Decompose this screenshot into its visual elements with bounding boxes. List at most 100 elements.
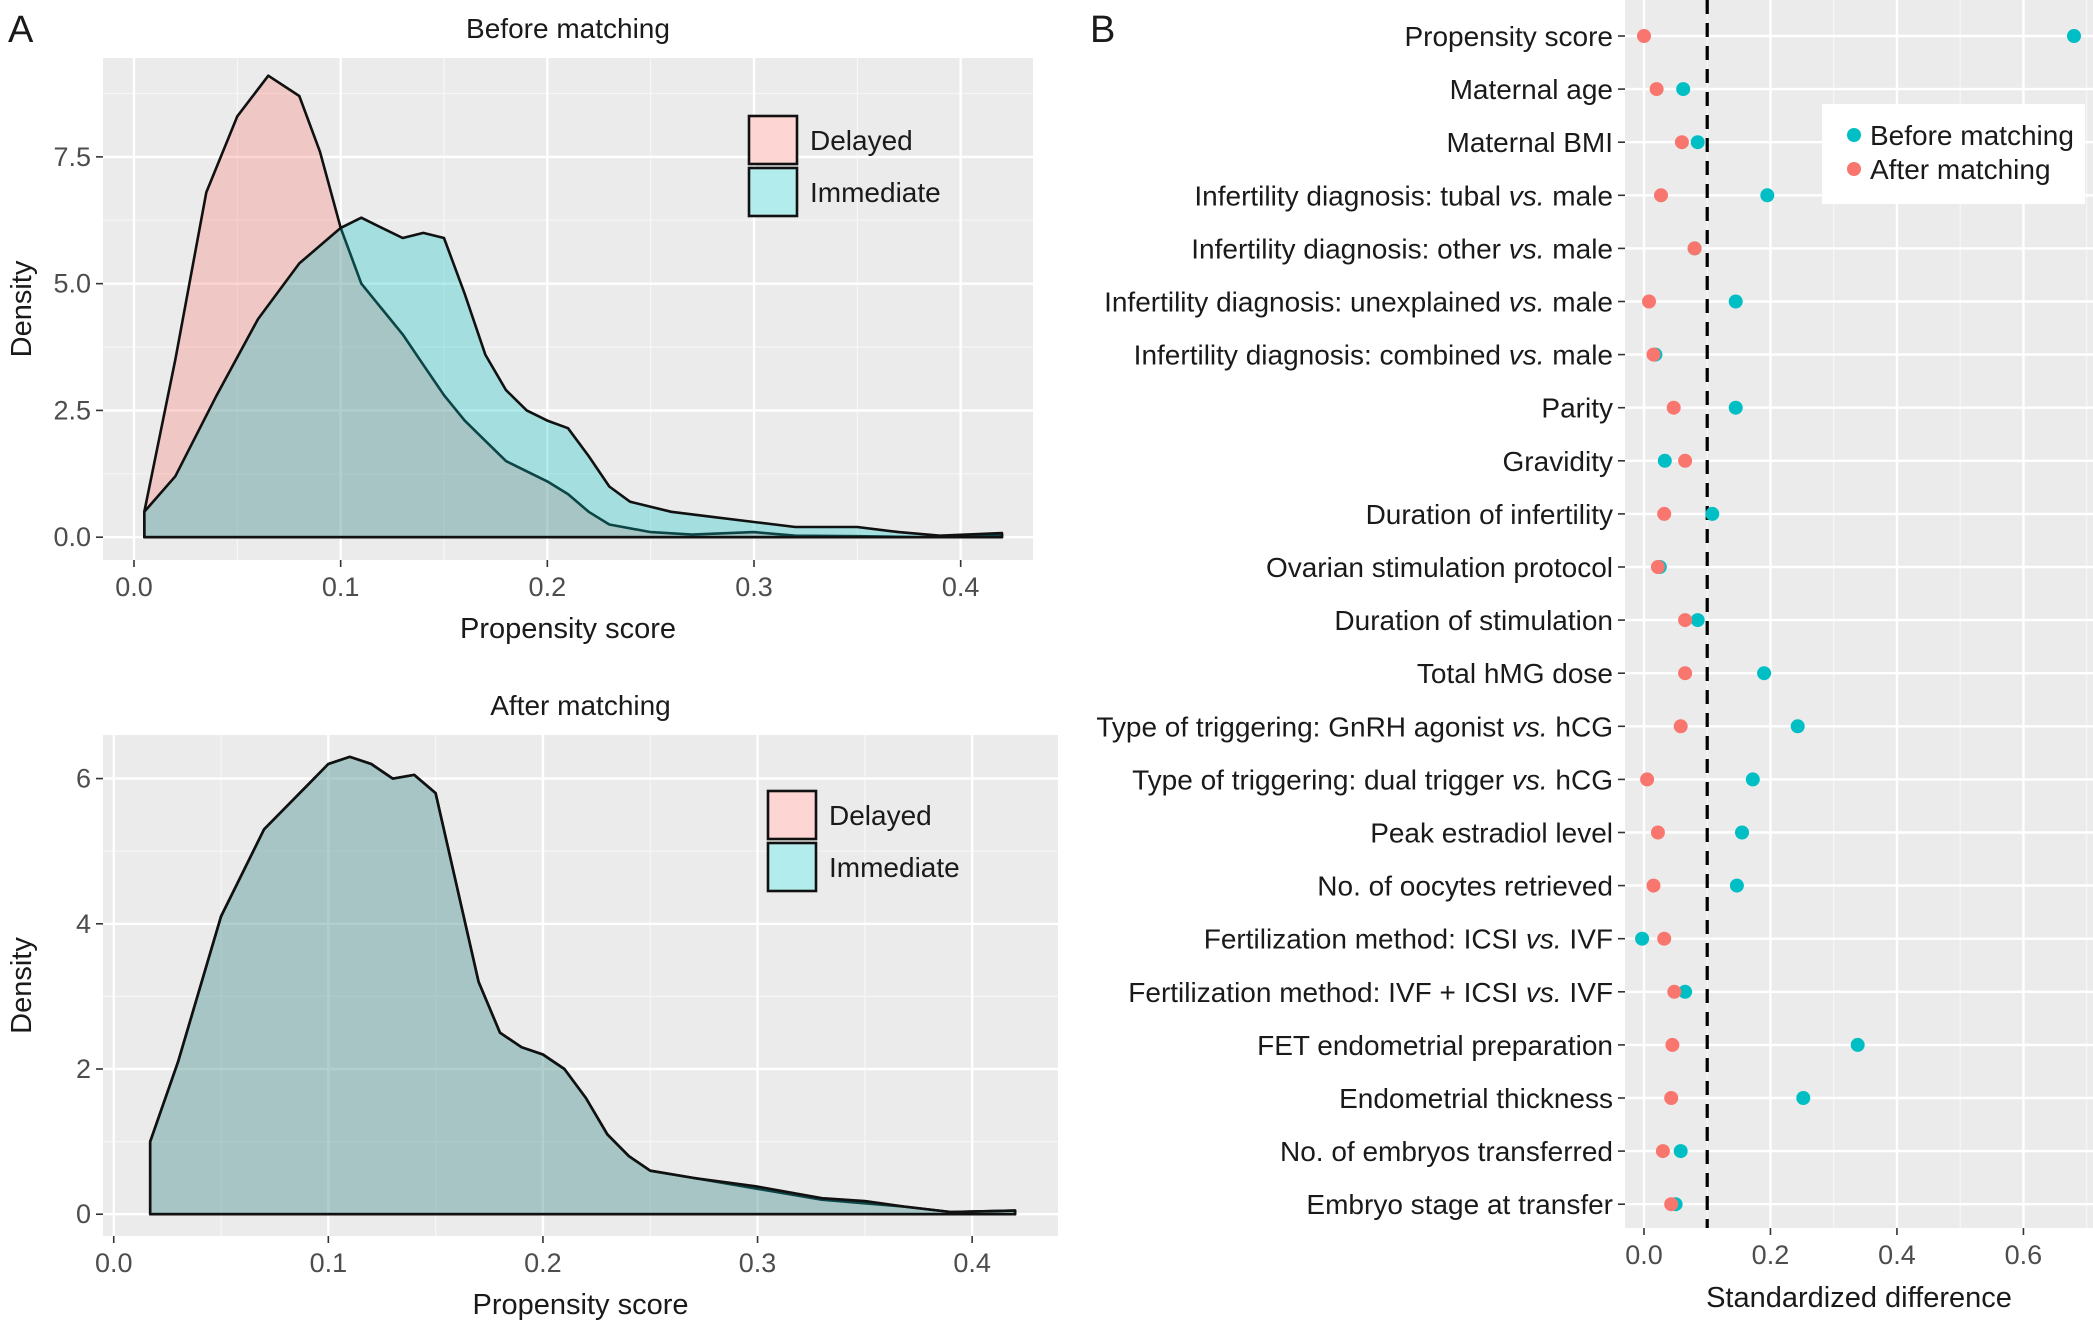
x-tick-label: 0.4 xyxy=(942,572,980,602)
covariate-label-part: vs. xyxy=(1526,977,1562,1008)
panel-letter: B xyxy=(1090,9,1115,51)
covariate-label-part: vs. xyxy=(1509,180,1545,211)
x-tick-label: 0.1 xyxy=(310,1248,348,1278)
covariate-label-part: No. of oocytes retrieved xyxy=(1317,871,1613,902)
covariate-label: Fertilization method: ICSI vs. IVF xyxy=(1204,924,1613,955)
covariate-label-part: Peak estradiol level xyxy=(1370,818,1613,849)
covariate-label-part: Fertilization method: IVF + ICSI xyxy=(1128,977,1526,1008)
legend: Delayed Immediate xyxy=(747,114,941,218)
x-tick-label: 0.0 xyxy=(115,572,153,602)
point-before-matching xyxy=(1745,772,1760,787)
covariate-label-part: vs. xyxy=(1509,287,1545,318)
covariate-label: Ovarian stimulation protocol xyxy=(1266,552,1613,583)
y-tick-label: 2 xyxy=(76,1054,91,1084)
point-after-matching xyxy=(1642,294,1656,309)
covariate-label-part: vs. xyxy=(1512,764,1548,795)
covariate-label: Duration of stimulation xyxy=(1334,605,1613,636)
x-tick-label: 0.2 xyxy=(524,1248,562,1278)
covariate-label-part: Type of triggering: dual trigger xyxy=(1132,764,1512,795)
covariate-label-part: Propensity score xyxy=(1404,21,1613,52)
point-before-matching xyxy=(1673,1144,1688,1159)
x-axis-title: Standardized difference xyxy=(1706,1282,2012,1314)
point-after-matching xyxy=(1678,666,1693,681)
covariate-label-part: hCG xyxy=(1548,764,1613,795)
covariate-label-part: male xyxy=(1545,180,1613,211)
density-area-immediate xyxy=(143,216,1004,539)
covariate-label: Parity xyxy=(1541,393,1613,424)
x-tick-label: 0.3 xyxy=(739,1248,777,1278)
covariate-label: Duration of infertility xyxy=(1366,499,1613,530)
covariate-label-part: male xyxy=(1545,287,1613,318)
covariate-label: Fertilization method: IVF + ICSI vs. IVF xyxy=(1128,977,1613,1008)
legend-key-immediate xyxy=(766,841,818,893)
y-tick-label: 4 xyxy=(76,909,91,939)
point-before-matching xyxy=(1729,878,1744,893)
legend-label: Immediate xyxy=(810,177,941,208)
covariate-label: FET endometrial preparation xyxy=(1257,1030,1613,1061)
point-after-matching xyxy=(1640,772,1655,787)
point-after-matching xyxy=(1678,453,1693,468)
point-before-matching xyxy=(1796,1091,1811,1105)
covariate-label-part: Endometrial thickness xyxy=(1339,1083,1613,1114)
point-after-matching xyxy=(1667,984,1682,999)
point-before-matching xyxy=(1690,613,1705,628)
x-axis-title: Propensity score xyxy=(473,1289,689,1321)
covariate-label-part: hCG xyxy=(1548,711,1613,742)
point-before-matching xyxy=(1790,719,1805,734)
legend-label: Delayed xyxy=(810,125,913,156)
legend-key-background xyxy=(768,843,816,891)
y-tick-label: 5.0 xyxy=(53,269,91,299)
point-after-matching xyxy=(1654,188,1668,203)
covariate-label-part: Duration of stimulation xyxy=(1334,605,1613,636)
point-before-matching xyxy=(1676,82,1691,97)
point-before-matching xyxy=(1728,294,1743,309)
plot-background xyxy=(1625,0,2093,1228)
x-tick-label: 0.0 xyxy=(1625,1240,1663,1270)
point-after-matching xyxy=(1646,878,1661,893)
point-after-matching xyxy=(1674,135,1689,150)
y-tick-label: 2.5 xyxy=(53,395,91,425)
x-tick-label: 0.4 xyxy=(953,1248,991,1278)
point-after-matching xyxy=(1666,400,1681,415)
covariate-label: No. of oocytes retrieved xyxy=(1317,871,1613,902)
covariate-label: Embryo stage at transfer xyxy=(1306,1189,1613,1220)
density-area-immediate xyxy=(148,755,1017,1216)
covariate-label-part: Fertilization method: ICSI xyxy=(1204,924,1526,955)
point-after-matching xyxy=(1657,506,1672,521)
covariate-label-part: vs. xyxy=(1509,340,1545,371)
covariate-label: Maternal BMI xyxy=(1447,127,1614,158)
covariate-label-part: Parity xyxy=(1541,393,1613,424)
legend-key-background xyxy=(749,168,797,216)
x-tick-label: 0.6 xyxy=(2005,1240,2043,1270)
legend-key-background xyxy=(749,116,797,164)
legend-key-immediate xyxy=(747,166,799,218)
covariate-label-part: Maternal age xyxy=(1450,74,1613,105)
covariate-label-part: Infertility diagnosis: unexplained xyxy=(1104,287,1509,318)
plot-background xyxy=(103,735,1058,1236)
x-axis-title: Propensity score xyxy=(460,613,676,645)
point-after-matching xyxy=(1657,931,1672,946)
y-axis-title: Density xyxy=(6,260,38,357)
point-after-matching xyxy=(1649,82,1664,97)
point-before-matching xyxy=(1635,931,1650,946)
plot-background xyxy=(103,58,1033,560)
covariate-label: Infertility diagnosis: other vs. male xyxy=(1191,233,1613,264)
covariate-label-part: Maternal BMI xyxy=(1447,127,1614,158)
x-tick-label: 0.3 xyxy=(735,572,773,602)
covariate-label-part: vs. xyxy=(1526,924,1562,955)
panel-title: Before matching xyxy=(466,13,670,44)
covariate-label: Propensity score xyxy=(1404,21,1613,52)
covariate-label-part: Ovarian stimulation protocol xyxy=(1266,552,1613,583)
point-before-matching xyxy=(1760,188,1775,203)
point-before-matching xyxy=(1657,453,1672,468)
covariate-label-part: Infertility diagnosis: other xyxy=(1191,233,1509,264)
covariate-label-part: Gravidity xyxy=(1503,446,1613,477)
panel-after-matching: 0.0 0.1 0.2 0.3 0.4 0 2 4 6 After matching Propens… xyxy=(6,690,1058,1321)
point-before-matching xyxy=(1757,666,1772,681)
point-after-matching xyxy=(1687,241,1702,256)
covariate-label: Infertility diagnosis: unexplained vs. m… xyxy=(1104,287,1613,318)
point-after-matching xyxy=(1650,825,1665,840)
covariate-label: Gravidity xyxy=(1503,446,1613,477)
covariate-label-part: IVF xyxy=(1562,924,1613,955)
x-tick-label: 0.2 xyxy=(1752,1240,1790,1270)
